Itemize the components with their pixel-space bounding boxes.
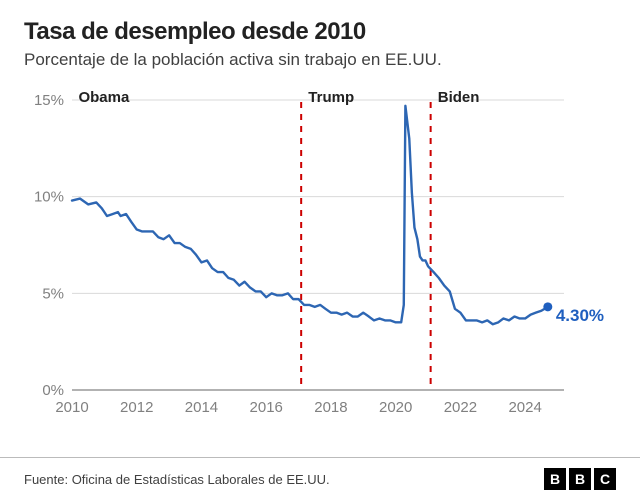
x-tick-label: 2010: [55, 399, 88, 416]
x-tick-label: 2022: [444, 399, 477, 416]
bbc-logo-letter: C: [594, 468, 616, 490]
source-text: Fuente: Oficina de Estadísticas Laborale…: [24, 472, 330, 487]
x-tick-label: 2018: [314, 399, 347, 416]
y-tick-label: 10%: [34, 189, 64, 206]
x-tick-label: 2020: [379, 399, 412, 416]
bbc-logo-letter: B: [544, 468, 566, 490]
y-tick-label: 5%: [42, 285, 64, 302]
chart-subtitle: Porcentaje de la población activa sin tr…: [24, 50, 616, 70]
bbc-logo: B B C: [544, 468, 616, 490]
era-label: Trump: [308, 89, 354, 106]
end-point-label: 4.30%: [556, 306, 604, 325]
y-tick-label: 0%: [42, 382, 64, 399]
y-tick-label: 15%: [34, 92, 64, 109]
x-tick-label: 2014: [185, 399, 218, 416]
chart-footer: Fuente: Oficina de Estadísticas Laborale…: [0, 457, 640, 500]
chart-title: Tasa de desempleo desde 2010: [24, 18, 616, 46]
x-tick-label: 2024: [508, 399, 541, 416]
end-point-marker: [543, 302, 552, 311]
unemployment-line: [72, 106, 548, 324]
line-chart: 0% 5% 10% 15% 2010 2012 2014 2016 2018 2020 2022 20…: [24, 82, 616, 422]
era-label: Obama: [78, 89, 130, 106]
chart-svg: 0% 5% 10% 15% 2010 2012 2014 2016 2018 2020 2022 20…: [24, 82, 616, 422]
x-tick-label: 2016: [250, 399, 283, 416]
x-tick-label: 2012: [120, 399, 153, 416]
bbc-logo-letter: B: [569, 468, 591, 490]
era-label: Biden: [438, 89, 480, 106]
